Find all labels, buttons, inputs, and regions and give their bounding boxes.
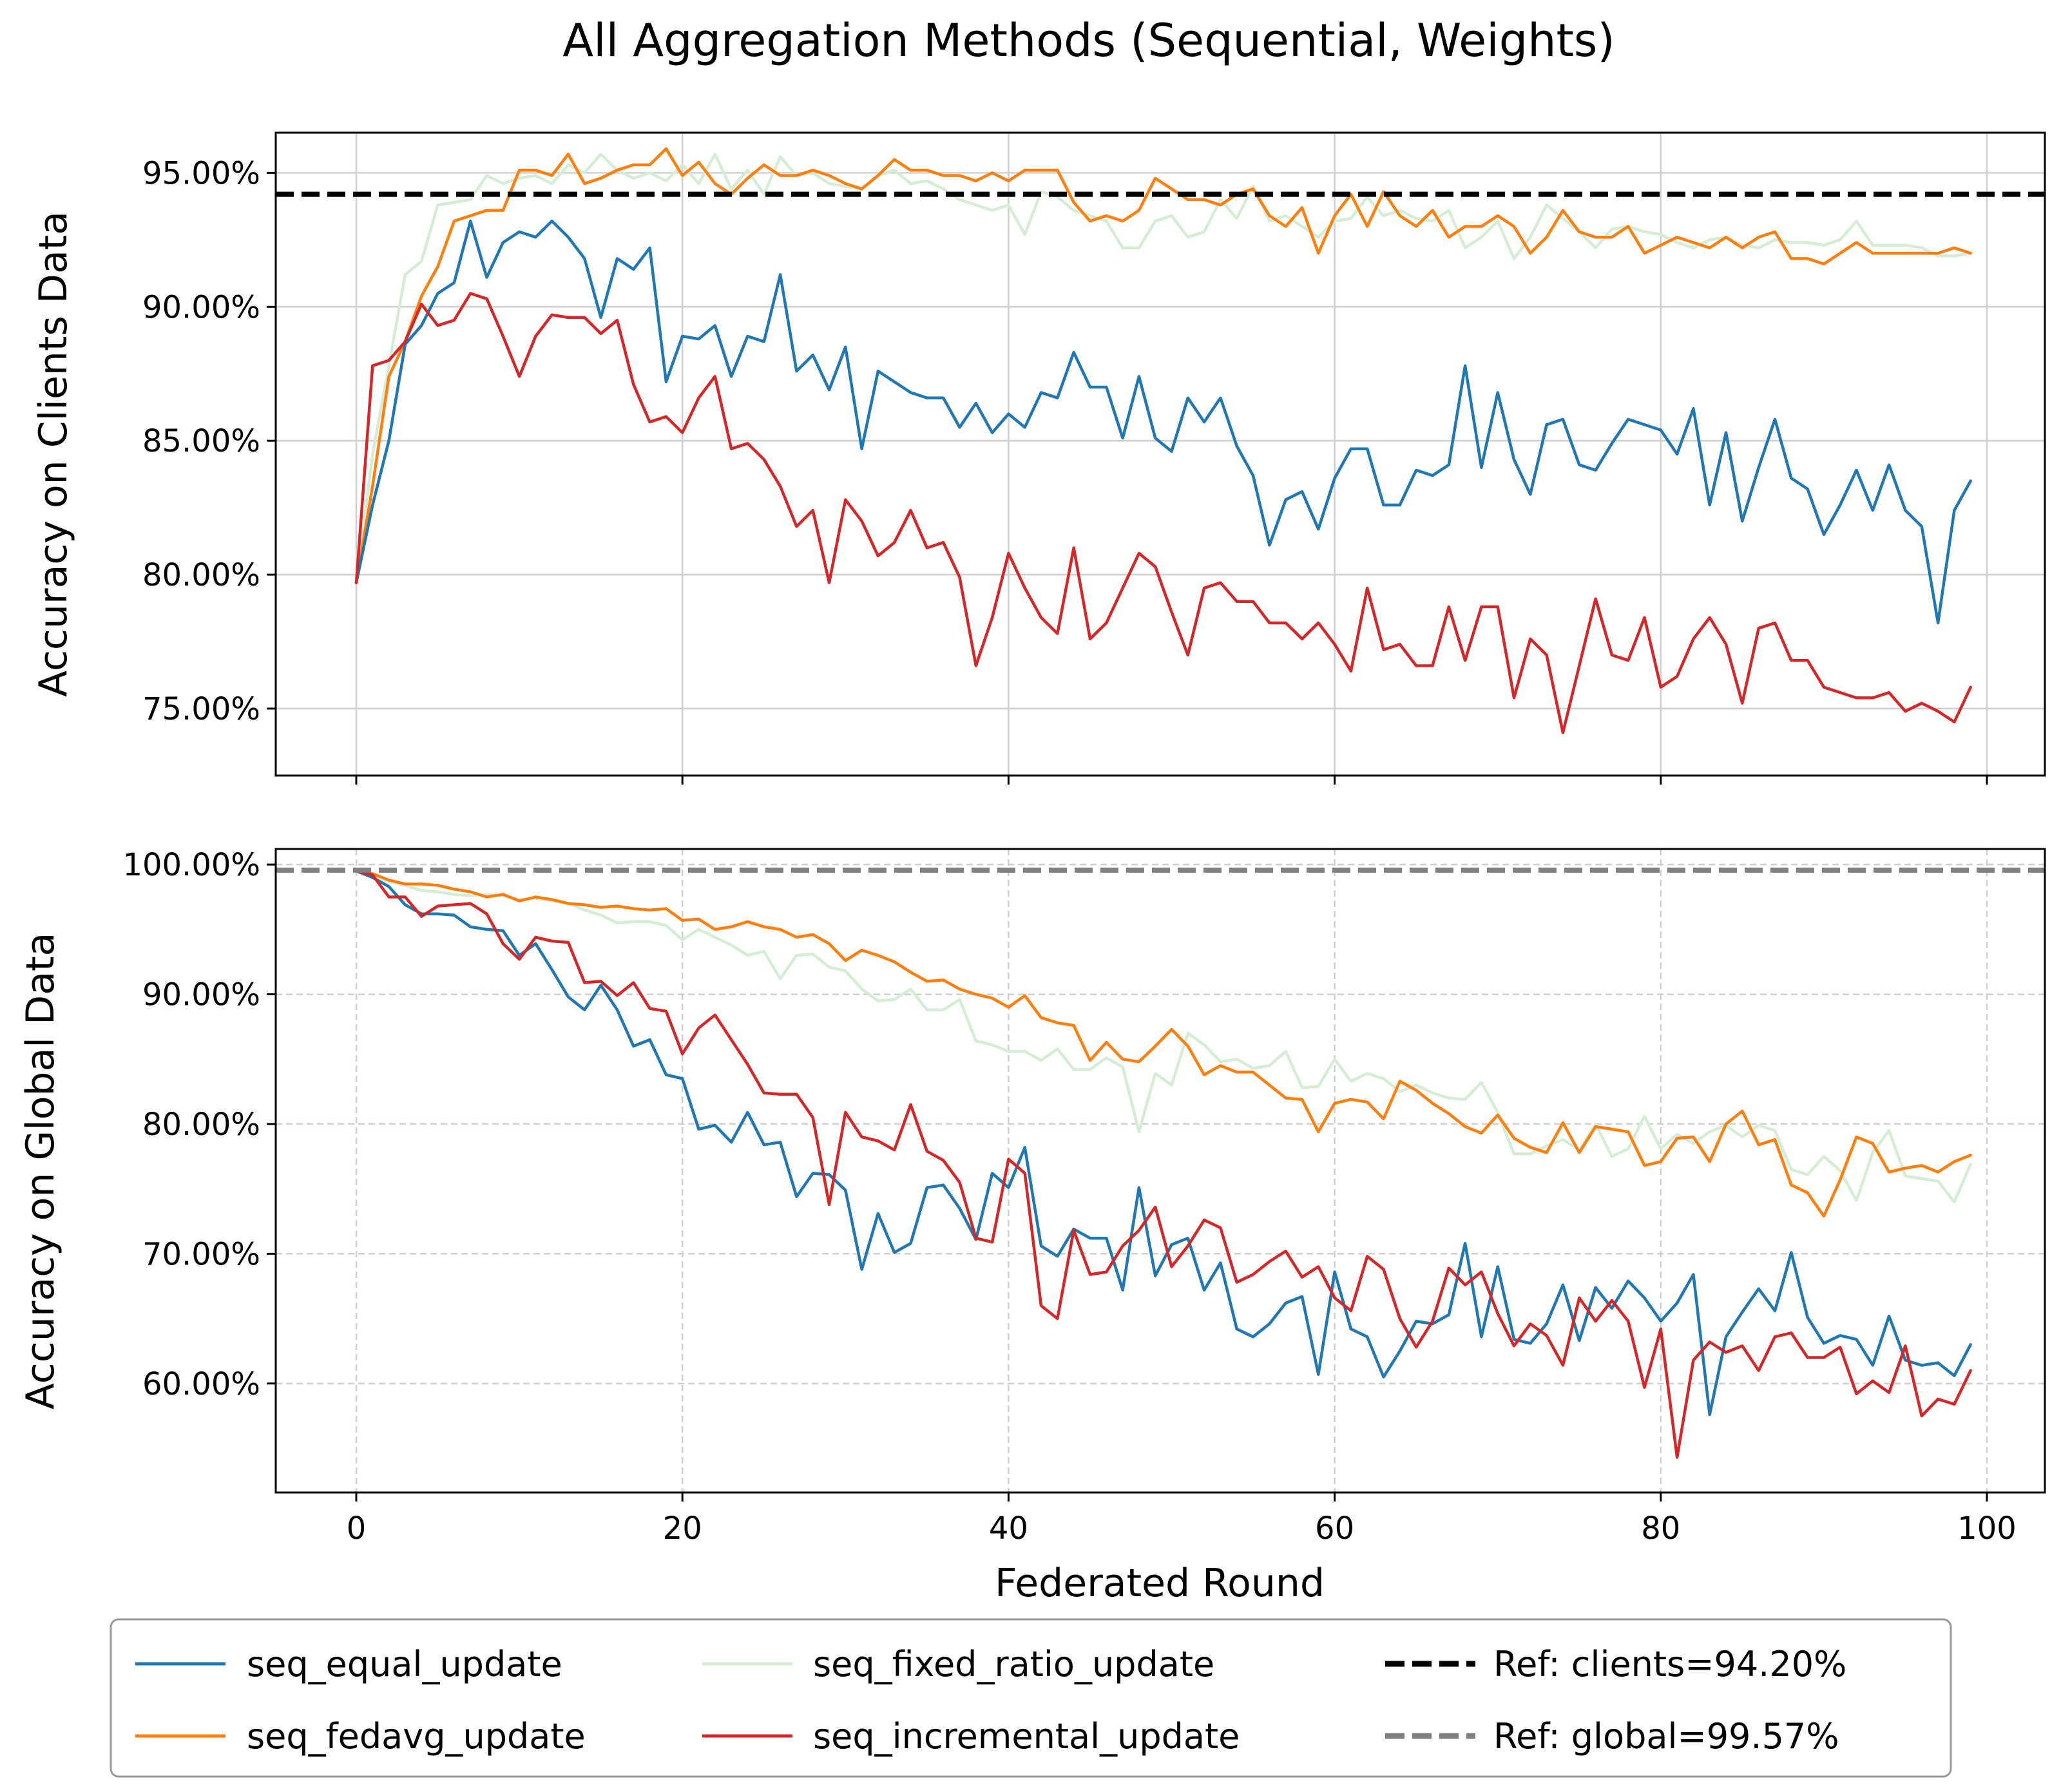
x-tickmarks-global: [355, 1492, 1988, 1501]
y-tick-label: 60.00%: [142, 1366, 260, 1402]
x-tick-label: 100: [1957, 1511, 2017, 1547]
y-axis-label-clients: Accuracy on Clients Data: [31, 211, 76, 697]
legend-box: [110, 1618, 1952, 1778]
legend-label-seq-incremental-update: seq_incremental_update: [813, 1716, 1240, 1757]
panel-global-data: 60.00% 70.00% 80.00% 90.00% 100.00% 0 20 40 60 8…: [18, 847, 2046, 1547]
x-tick-label: 60: [1315, 1511, 1354, 1547]
y-tick-label: 100.00%: [122, 847, 260, 883]
y-tick-label: 80.00%: [142, 557, 260, 593]
y-axis-label-global: Accuracy on Global Data: [18, 933, 63, 1410]
y-ticks-clients: 75.00% 80.00% 85.00% 90.00% 95.00%: [142, 155, 276, 727]
series-clients: [354, 147, 1972, 734]
y-tick-label: 90.00%: [142, 289, 260, 325]
y-tick-label: 95.00%: [142, 155, 260, 191]
series-line-seq-fixed-ratio-update-clients: [354, 153, 1972, 584]
y-tick-label: 70.00%: [142, 1236, 260, 1272]
chart-title: All Aggregation Methods (Sequential, Wei…: [562, 14, 1615, 67]
y-ticks-global: 60.00% 70.00% 80.00% 90.00% 100.00%: [122, 847, 276, 1402]
series-line-seq-fedavg-update-clients: [354, 147, 1972, 584]
plot-frame-global: [274, 848, 2046, 1494]
grid-clients: [276, 133, 2045, 776]
series-global: [354, 869, 1972, 1459]
grid-global: [276, 849, 2045, 1492]
y-tick-label: 90.00%: [142, 977, 260, 1013]
legend-label-ref-global-99-57: Ref: global=99.57%: [1493, 1716, 1839, 1757]
y-tick-label: 80.00%: [142, 1107, 260, 1143]
series-line-seq-equal-update-global: [354, 869, 1972, 1416]
legend-label-ref-clients-94-20: Ref: clients=94.20%: [1493, 1644, 1846, 1684]
plot-frame-clients: [274, 131, 2046, 777]
x-tick-label: 20: [663, 1511, 702, 1547]
x-tick-label: 80: [1641, 1511, 1680, 1547]
series-line-seq-equal-update-clients: [354, 219, 1972, 625]
legend: seq_equal_update seq_fedavg_update seq_fix…: [110, 1618, 1952, 1778]
x-axis-label: Federated Round: [995, 1561, 1325, 1606]
series-line-seq-fedavg-update-global: [354, 869, 1972, 1218]
series-line-seq-incremental-update-clients: [354, 292, 1972, 734]
legend-label-seq-fixed-ratio-update: seq_fixed_ratio_update: [813, 1644, 1214, 1684]
x-tick-label: 0: [347, 1511, 367, 1547]
x-tickmarks-clients: [355, 776, 1988, 785]
y-tick-label: 75.00%: [142, 691, 260, 727]
x-tick-label: 40: [989, 1511, 1028, 1547]
legend-label-seq-fedavg-update: seq_fedavg_update: [247, 1716, 586, 1757]
panel-clients-data: 75.00% 80.00% 85.00% 90.00% 95.00% Accuracy …: [31, 131, 2046, 785]
y-tick-label: 85.00%: [142, 423, 260, 459]
series-line-seq-fixed-ratio-update-global: [354, 869, 1972, 1204]
legend-label-seq-equal-update: seq_equal_update: [247, 1644, 562, 1684]
x-tick-labels: 0 20 40 60 80 100: [347, 1511, 2017, 1547]
series-line-seq-incremental-update-global: [354, 869, 1972, 1459]
